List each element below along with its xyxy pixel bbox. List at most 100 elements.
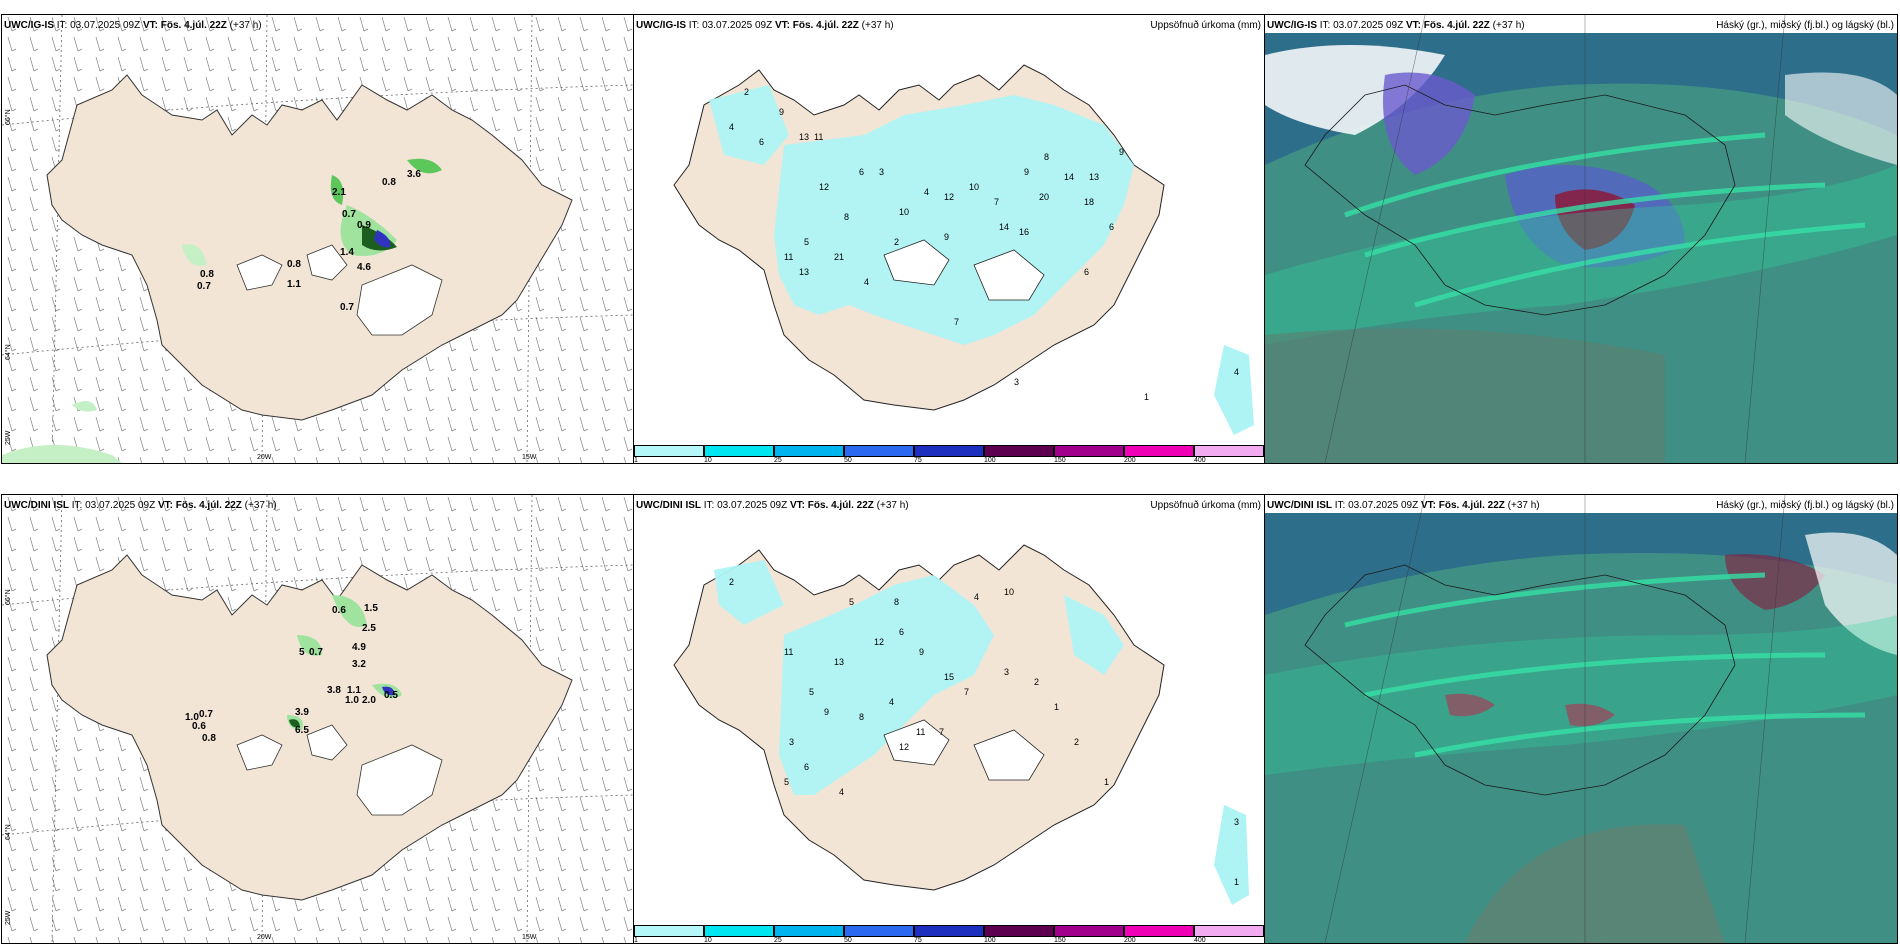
- legend-swatch: [1194, 445, 1264, 457]
- legend-swatch: [914, 925, 984, 937]
- svg-text:4: 4: [1234, 367, 1239, 377]
- svg-text:6: 6: [899, 627, 904, 637]
- svg-text:1.4: 1.4: [340, 247, 354, 258]
- panel-title: UWC/DINI ISL IT: 03.07.2025 09Z VT: Fös.…: [4, 500, 277, 511]
- lon-20-label: 20W: [257, 454, 272, 461]
- precip-values: 2 5 8 4 10 12 6 9 11 13 15 7 3 2 1 5 9 8…: [729, 577, 1239, 887]
- legend-swatch: [844, 925, 914, 937]
- svg-text:9: 9: [1119, 147, 1124, 157]
- svg-text:0.8: 0.8: [287, 259, 301, 270]
- svg-text:1: 1: [1104, 777, 1109, 787]
- panel-bottom-left: UWC/DINI ISL IT: 03.07.2025 09Z VT: Fös.…: [1, 494, 634, 944]
- legend-tick: 50: [844, 457, 852, 464]
- svg-text:12: 12: [944, 192, 954, 202]
- svg-text:4: 4: [889, 697, 894, 707]
- cloud-map-top: [1265, 15, 1897, 463]
- svg-text:15: 15: [944, 672, 954, 682]
- legend-swatch: [1054, 445, 1124, 457]
- precip-legend: 1 10 25 50 75 100 150 200 400: [634, 925, 1264, 943]
- svg-text:9: 9: [1024, 167, 1029, 177]
- legend-swatch: [1194, 925, 1264, 937]
- svg-text:3.6: 3.6: [407, 169, 421, 180]
- svg-text:20: 20: [1039, 192, 1049, 202]
- svg-text:0.9: 0.9: [357, 220, 371, 231]
- svg-text:7: 7: [994, 197, 999, 207]
- svg-text:1.1: 1.1: [347, 685, 361, 696]
- svg-text:3.2: 3.2: [352, 659, 366, 670]
- lon-25-label: 25W: [5, 430, 12, 445]
- svg-text:0.7: 0.7: [199, 709, 213, 720]
- svg-text:6.5: 6.5: [295, 725, 309, 736]
- legend-swatch: [1124, 925, 1194, 937]
- svg-text:4: 4: [974, 592, 979, 602]
- legend-swatch: [1124, 445, 1194, 457]
- svg-text:0.6: 0.6: [192, 721, 206, 732]
- lon-20-label: 20W: [257, 934, 272, 941]
- svg-text:3: 3: [1234, 817, 1239, 827]
- panel-title: UWC/DINI ISL IT: 03.07.2025 09Z VT: Fös.…: [636, 500, 909, 511]
- svg-text:10: 10: [1004, 587, 1014, 597]
- legend-swatch: [634, 925, 704, 937]
- svg-text:6: 6: [1084, 267, 1089, 277]
- iceland-land: [46, 74, 573, 421]
- lon-15-label: 15W: [522, 934, 537, 941]
- legend-tick: 75: [914, 937, 922, 944]
- lat-66-label: 66°N: [4, 109, 12, 125]
- svg-text:5: 5: [804, 237, 809, 247]
- legend-tick: 150: [1054, 457, 1066, 464]
- wind-map-top: 0.8 3.6 2.1 0.7 0.9 1.4 0.8 0.8 0.7 1.1 …: [2, 15, 633, 463]
- svg-text:14: 14: [999, 222, 1009, 232]
- precip-values: 0.6 1.5 2.5 5 0.7 4.9 3.2 3.8 1.1 1.0 2.…: [185, 603, 398, 744]
- precip-map-bottom: 2 5 8 4 10 12 6 9 11 13 15 7 3 2 1 5 9 8…: [673, 544, 1249, 905]
- svg-text:14: 14: [1064, 172, 1074, 182]
- svg-text:4.6: 4.6: [357, 262, 371, 273]
- legend-tick: 200: [1124, 457, 1136, 464]
- svg-text:7: 7: [964, 687, 969, 697]
- panel-title: UWC/IG-IS IT: 03.07.2025 09Z VT: Fös. 4.…: [1267, 20, 1525, 31]
- legend-swatch: [1054, 925, 1124, 937]
- svg-text:13: 13: [1089, 172, 1099, 182]
- panel-title: UWC/DINI ISL IT: 03.07.2025 09Z VT: Fös.…: [1267, 500, 1540, 511]
- svg-text:12: 12: [874, 637, 884, 647]
- svg-text:2: 2: [894, 237, 899, 247]
- lat-66-label: 66°N: [4, 589, 12, 605]
- svg-text:3: 3: [1004, 667, 1009, 677]
- svg-text:9: 9: [824, 707, 829, 717]
- panel-field-title: Háský (gr.), miðský (fj.bl.) og lágský (…: [1716, 20, 1894, 31]
- svg-text:11: 11: [814, 132, 823, 142]
- svg-text:11: 11: [916, 727, 925, 737]
- svg-text:6: 6: [804, 762, 809, 772]
- svg-text:1: 1: [1234, 877, 1239, 887]
- legend-swatch: [984, 445, 1054, 457]
- legend-tick: 25: [774, 457, 782, 464]
- svg-text:8: 8: [1044, 152, 1049, 162]
- legend-swatch: [774, 925, 844, 937]
- svg-text:1.5: 1.5: [364, 603, 378, 614]
- svg-text:0.8: 0.8: [382, 177, 396, 188]
- panel-top-right: UWC/IG-IS IT: 03.07.2025 09Z VT: Fös. 4.…: [1264, 14, 1898, 464]
- legend-tick: 1: [634, 457, 638, 464]
- svg-text:0.7: 0.7: [340, 302, 354, 313]
- svg-text:1: 1: [1054, 702, 1059, 712]
- panel-top-left: UWC/IG-IS IT: 03.07.2025 09Z VT: Fös. 4.…: [1, 14, 634, 464]
- panel-bottom-right: UWC/DINI ISL IT: 03.07.2025 09Z VT: Fös.…: [1264, 494, 1898, 944]
- svg-text:1.0: 1.0: [185, 712, 199, 723]
- panel-title: UWC/IG-IS IT: 03.07.2025 09Z VT: Fös. 4.…: [636, 20, 894, 31]
- cloud-map-bottom: [1265, 495, 1897, 943]
- svg-text:13: 13: [799, 132, 809, 142]
- svg-text:6: 6: [859, 167, 864, 177]
- panel-field-title: Uppsöfnuð úrkoma (mm): [1150, 500, 1261, 511]
- lat-64-label: 64°N: [4, 824, 12, 840]
- panel-top-mid: UWC/IG-IS IT: 03.07.2025 09Z VT: Fös. 4.…: [633, 14, 1265, 464]
- legend-tick: 400: [1194, 457, 1206, 464]
- iceland-land: [46, 554, 573, 901]
- svg-text:3: 3: [879, 167, 884, 177]
- legend-tick: 100: [984, 457, 996, 464]
- svg-text:3.9: 3.9: [295, 707, 309, 718]
- precip-legend: 1 10 25 50 75 100 150 200 400: [634, 445, 1264, 463]
- svg-text:13: 13: [799, 267, 809, 277]
- legend-swatch: [844, 445, 914, 457]
- svg-text:9: 9: [944, 232, 949, 242]
- svg-text:16: 16: [1019, 227, 1029, 237]
- precip-map-top: 2 9 4 6 13 11 6 8 3 10 4 12 10 7 9 8 14 …: [673, 64, 1254, 435]
